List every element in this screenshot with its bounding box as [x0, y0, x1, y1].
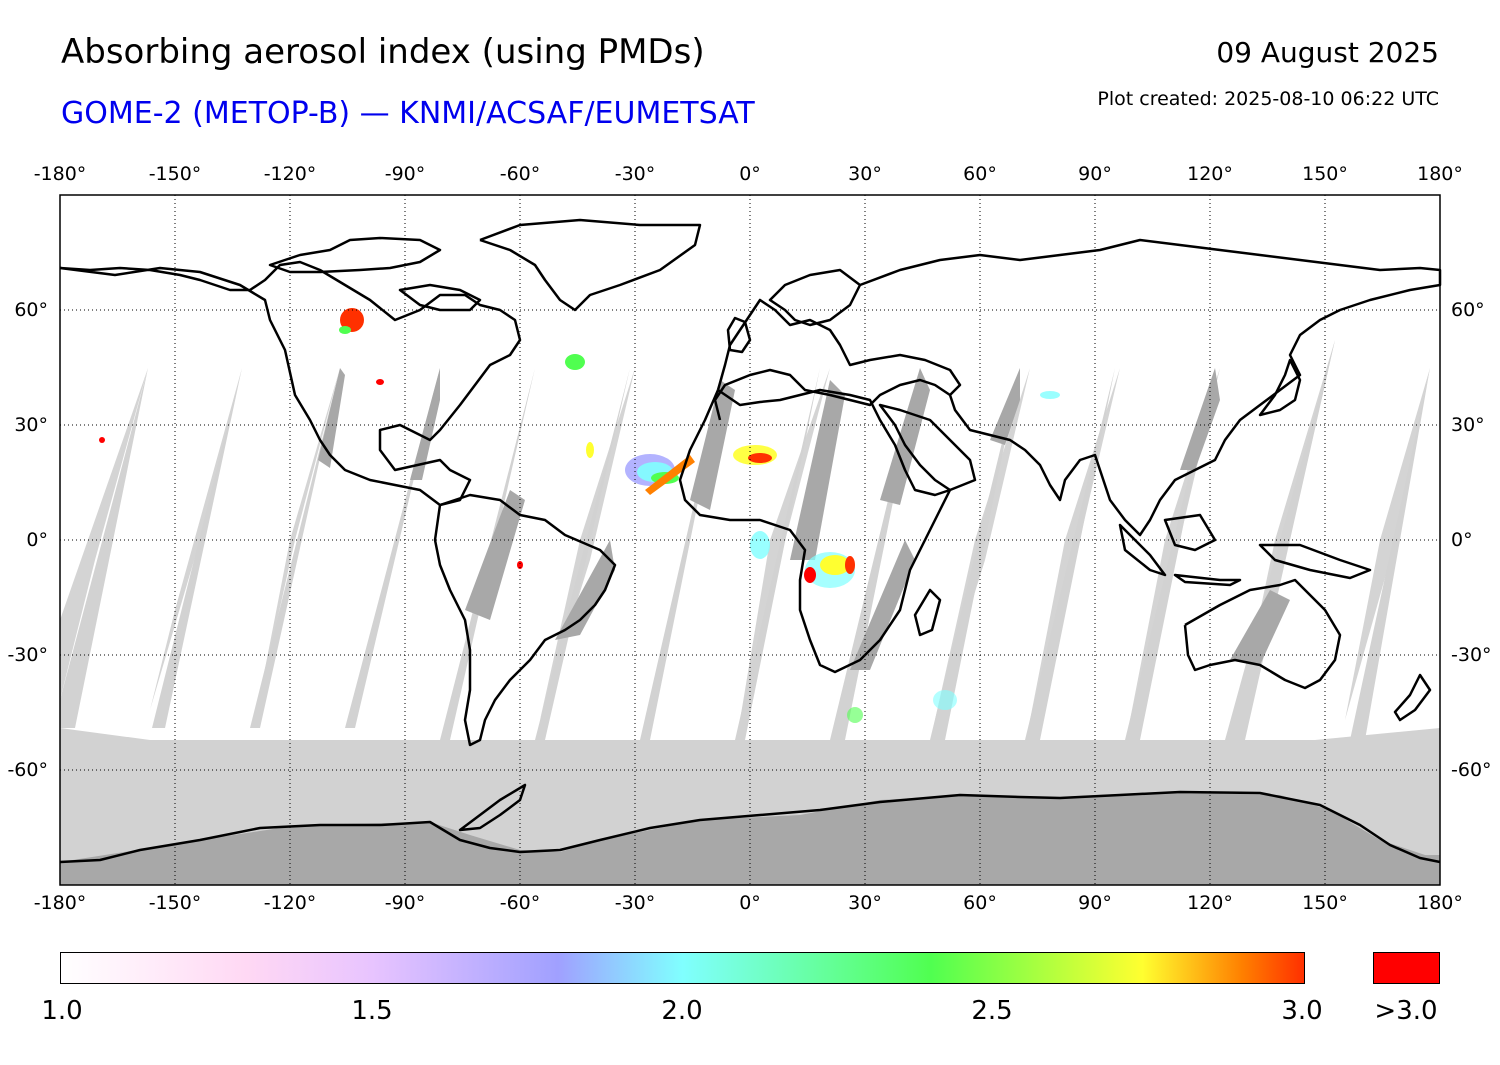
lon-label-top: 150° [1302, 163, 1348, 185]
colorbar-label: 3.0 [1281, 996, 1323, 1026]
lon-label-top: 90° [1078, 163, 1112, 185]
lat-label-left: -30° [7, 644, 48, 666]
lat-label-left: 0° [26, 529, 48, 551]
lon-label-bottom: -30° [614, 892, 656, 914]
lon-label-top: 60° [963, 163, 997, 185]
lon-label-top: -150° [148, 163, 202, 185]
lon-label-bottom: -150° [148, 892, 202, 914]
lon-label-bottom: 120° [1187, 892, 1233, 914]
lon-label-top: 120° [1187, 163, 1233, 185]
lat-label-right: 30° [1451, 414, 1485, 436]
page-subtitle: GOME-2 (METOP-B) — KNMI/ACSAF/EUMETSAT [61, 96, 755, 131]
plot-date: 09 August 2025 [1216, 36, 1439, 69]
aerosol-map [59, 194, 1442, 886]
plot-created-timestamp: Plot created: 2025-08-10 06:22 UTC [1097, 88, 1439, 110]
colorbar-label: 2.5 [971, 996, 1013, 1026]
lat-label-right: 0° [1451, 529, 1473, 551]
lon-label-top: 30° [848, 163, 882, 185]
lat-label-right: -30° [1451, 644, 1492, 666]
lon-label-top: 0° [739, 163, 761, 185]
coastlines [59, 218, 1442, 864]
colorbar-label: 1.0 [41, 996, 83, 1026]
map-frame [59, 194, 1441, 886]
colorbar-label: 1.5 [351, 996, 393, 1026]
lon-label-bottom: 180° [1417, 892, 1463, 914]
lon-label-bottom: 0° [739, 892, 761, 914]
lon-label-top: 180° [1417, 163, 1463, 185]
lon-label-bottom: -120° [263, 892, 317, 914]
lon-label-bottom: 90° [1078, 892, 1112, 914]
page-title: Absorbing aerosol index (using PMDs) [61, 32, 705, 72]
lon-label-bottom: -90° [384, 892, 426, 914]
lat-label-left: 60° [14, 299, 48, 321]
lon-label-top: -120° [263, 163, 317, 185]
lon-label-bottom: 60° [963, 892, 997, 914]
map-grid [60, 195, 1440, 885]
colorbar-label: 2.0 [661, 996, 703, 1026]
colorbar-overflow-label: >3.0 [1374, 996, 1438, 1026]
lat-label-right: -60° [1451, 759, 1492, 781]
colorbar [60, 952, 1305, 984]
lon-label-top: -60° [499, 163, 541, 185]
lon-label-top: -180° [33, 163, 87, 185]
lon-label-bottom: -60° [499, 892, 541, 914]
lon-label-bottom: 150° [1302, 892, 1348, 914]
aerosol-hotspots [99, 308, 1060, 723]
lat-label-right: 60° [1451, 299, 1485, 321]
lon-label-top: -30° [614, 163, 656, 185]
lon-label-top: -90° [384, 163, 426, 185]
lon-label-bottom: 30° [848, 892, 882, 914]
lat-label-left: 30° [14, 414, 48, 436]
lat-label-left: -60° [7, 759, 48, 781]
colorbar-overflow-box [1373, 952, 1440, 984]
lon-label-bottom: -180° [33, 892, 87, 914]
